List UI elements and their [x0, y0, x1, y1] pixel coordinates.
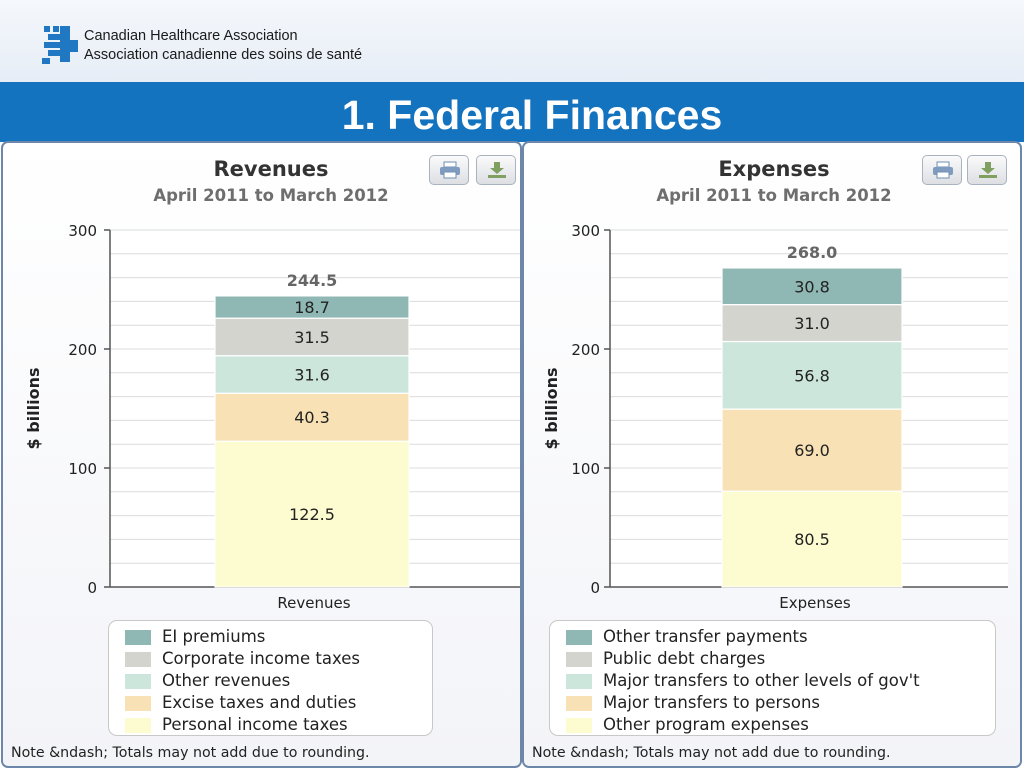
y-tick-label: 100: [68, 460, 97, 478]
legend-label: Other transfer payments: [603, 627, 808, 646]
legend-label: Personal income taxes: [162, 715, 348, 734]
legend-swatch: [125, 718, 151, 733]
download-icon: [979, 162, 997, 178]
legend-label: Corporate income taxes: [162, 649, 360, 668]
y-axis-label: $ billions: [542, 368, 561, 450]
legend-swatch: [566, 674, 592, 689]
chart-title: Revenues: [213, 157, 329, 181]
bar-segment: [214, 440, 410, 588]
y-tick-label: 0: [590, 579, 600, 597]
association-logo-icon: [42, 26, 78, 64]
y-tick-label: 300: [68, 222, 97, 240]
bar-data-label: 69.0: [794, 441, 830, 460]
org-name-fr: Association canadienne des soins de sant…: [84, 47, 363, 63]
download-button[interactable]: [967, 155, 1007, 185]
legend-label: Public debt charges: [603, 649, 766, 668]
print-button[interactable]: [922, 155, 962, 185]
chart-title: Expenses: [718, 157, 830, 181]
legend-swatch: [566, 696, 592, 711]
legend-label: EI premiums: [162, 627, 266, 646]
legend-label: Excise taxes and duties: [162, 693, 357, 712]
org-name-en: Canadian Healthcare Association: [84, 28, 298, 44]
organization-name: Canadian Healthcare Association Associat…: [84, 27, 362, 65]
x-category-label: Expenses: [779, 594, 851, 612]
print-icon: [440, 161, 460, 179]
bar-segment: [214, 392, 410, 442]
chart-legend: EI premiums Corporate income taxes Other r…: [108, 620, 433, 736]
header-band: Canadian Healthcare Association Associat…: [0, 0, 1024, 82]
bar-segment: [721, 267, 903, 306]
bar-data-label: 31.0: [794, 314, 830, 333]
legend-label: Major transfers to other levels of gov't: [603, 671, 920, 690]
bar-segment: [721, 304, 903, 343]
y-tick-label: 0: [87, 579, 97, 597]
y-tick-label: 200: [68, 341, 97, 359]
legend-swatch: [125, 652, 151, 667]
bar-data-label: 40.3: [294, 408, 330, 427]
legend-swatch: [566, 630, 592, 645]
print-button[interactable]: [429, 155, 469, 185]
download-button[interactable]: [476, 155, 516, 185]
legend-label: Major transfers to persons: [603, 693, 821, 712]
legend-swatch: [125, 696, 151, 711]
legend-swatch: [566, 718, 592, 733]
download-icon: [488, 162, 506, 178]
bar-segment: [214, 355, 410, 394]
bar-data-label: 56.8: [794, 366, 830, 385]
slide-title: 1. Federal Finances: [341, 92, 723, 138]
revenues-chart-panel: Revenues April 2011 to March 2012 0 100 20…: [1, 141, 522, 768]
bar-data-label: 30.8: [794, 277, 830, 296]
x-category-label: Revenues: [277, 594, 350, 612]
expenses-chart-panel: Expenses April 2011 to March 2012 0 100 20…: [522, 141, 1022, 768]
bar-segment: [721, 490, 903, 588]
expenses-plot: 0 100 200 300 $ billions Expenses 80.5 69.0 56.8…: [542, 222, 1008, 612]
chart-subtitle: April 2011 to March 2012: [656, 186, 892, 205]
y-axis-label: $ billions: [24, 368, 43, 450]
revenues-plot: 0 100 200 300 $ billions Revenues 122.5 40.3 31.…: [24, 222, 520, 612]
bar-data-label: 31.6: [294, 365, 330, 384]
legend-swatch: [125, 674, 151, 689]
legend-label: Other program expenses: [603, 715, 809, 734]
chart-legend: Other transfer payments Public debt charg…: [549, 620, 996, 736]
y-tick-label: 200: [571, 341, 600, 359]
chart-note: Note &ndash; Totals may not add due to r…: [11, 745, 370, 761]
y-tick-label: 100: [571, 460, 600, 478]
bar-data-label: 122.5: [289, 505, 335, 524]
bar-total-label: 268.0: [787, 243, 838, 262]
bar-segment: [214, 317, 410, 357]
y-tick-label: 300: [571, 222, 600, 240]
title-bar: 1. Federal Finances: [0, 82, 1024, 142]
bar-segment: [721, 408, 903, 492]
bar-total-label: 244.5: [287, 271, 338, 290]
bar-data-label: 80.5: [794, 530, 830, 549]
chart-note: Note &ndash; Totals may not add due to r…: [532, 745, 891, 761]
chart-subtitle: April 2011 to March 2012: [153, 186, 389, 205]
bar-data-label: 31.5: [294, 328, 330, 347]
print-icon: [933, 161, 953, 179]
legend-label: Other revenues: [162, 671, 291, 690]
bar-segment: [214, 295, 410, 319]
bar-data-label: 18.7: [294, 298, 330, 317]
legend-swatch: [125, 630, 151, 645]
legend-swatch: [566, 652, 592, 667]
